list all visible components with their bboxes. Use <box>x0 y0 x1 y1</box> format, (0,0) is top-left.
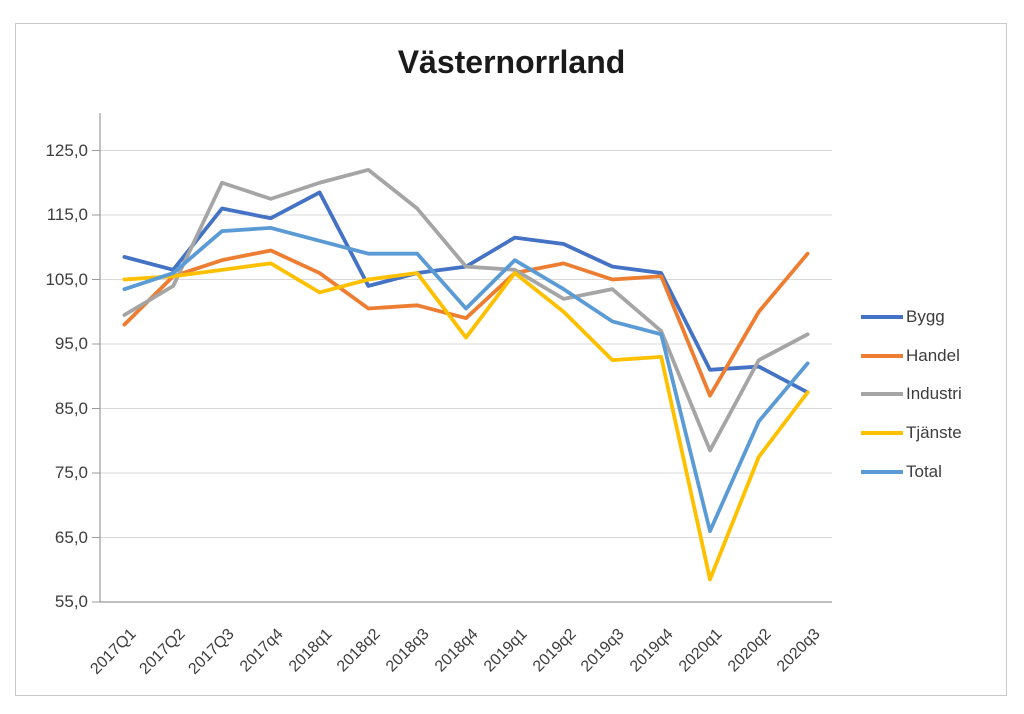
y-axis-tick-label: 65,0 <box>54 527 88 547</box>
y-axis-tick-label: 85,0 <box>54 398 88 418</box>
legend-label: Handel <box>906 346 960 365</box>
y-axis-tick-label: 75,0 <box>54 463 88 482</box>
legend-label: Industri <box>906 384 962 403</box>
legend-label: Tjänste <box>906 423 962 442</box>
y-axis-tick-label: 105,0 <box>45 269 88 289</box>
chart-title: Västernorrland <box>397 44 626 80</box>
series-line-bygg <box>122 190 810 395</box>
legend-item-tjänste: Tjänste <box>861 422 962 444</box>
series-line-tjänste <box>122 261 810 582</box>
legend-label: Total <box>906 462 942 481</box>
legend-line-swatch <box>861 354 903 358</box>
legend-item-bygg: Bygg <box>861 306 945 328</box>
legend-label: Bygg <box>906 307 945 326</box>
y-axis-tick-label: 115,0 <box>46 205 88 224</box>
chart-outer-border <box>15 23 1007 696</box>
legend-item-industri: Industri <box>861 383 962 405</box>
y-axis-tick-label: 95,0 <box>54 334 88 353</box>
y-axis-tick-label: 55,0 <box>54 592 88 611</box>
series-line-industri <box>122 167 810 453</box>
legend-item-total: Total <box>861 461 942 483</box>
y-axis-tick-label: 125,0 <box>45 140 88 160</box>
legend-line-swatch <box>861 431 903 435</box>
legend-line-swatch <box>861 470 903 474</box>
legend-line-swatch <box>861 315 903 319</box>
series-line-total <box>122 225 810 533</box>
legend-item-handel: Handel <box>861 345 960 367</box>
legend-line-swatch <box>861 392 903 396</box>
series-line-handel <box>122 248 810 398</box>
